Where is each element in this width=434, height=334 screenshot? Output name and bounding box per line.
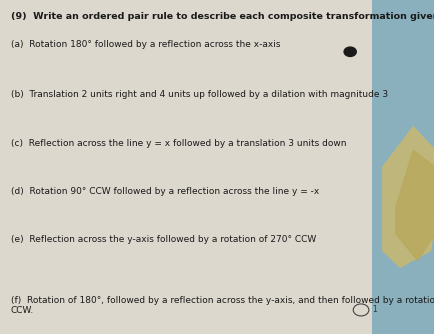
Circle shape xyxy=(343,47,355,56)
Polygon shape xyxy=(395,150,434,261)
FancyBboxPatch shape xyxy=(0,0,371,334)
Text: (a)  Rotation 180° followed by a reflection across the x-axis: (a) Rotation 180° followed by a reflecti… xyxy=(11,40,280,49)
Text: (f)  Rotation of 180°, followed by a reflection across the y-axis, and then foll: (f) Rotation of 180°, followed by a refl… xyxy=(11,296,434,315)
Text: (c)  Reflection across the line y = x followed by a translation 3 units down: (c) Reflection across the line y = x fol… xyxy=(11,139,345,148)
Polygon shape xyxy=(382,127,434,267)
Text: (9)  Write an ordered pair rule to describe each composite transformation given : (9) Write an ordered pair rule to descri… xyxy=(11,12,434,21)
Text: (b)  Translation 2 units right and 4 units up followed by a dilation with magnit: (b) Translation 2 units right and 4 unit… xyxy=(11,90,387,99)
Text: (d)  Rotation 90° CCW followed by a reflection across the line y = -x: (d) Rotation 90° CCW followed by a refle… xyxy=(11,187,319,196)
Text: 1: 1 xyxy=(371,306,376,314)
Text: (e)  Reflection across the y-axis followed by a rotation of 270° CCW: (e) Reflection across the y-axis followe… xyxy=(11,235,316,244)
